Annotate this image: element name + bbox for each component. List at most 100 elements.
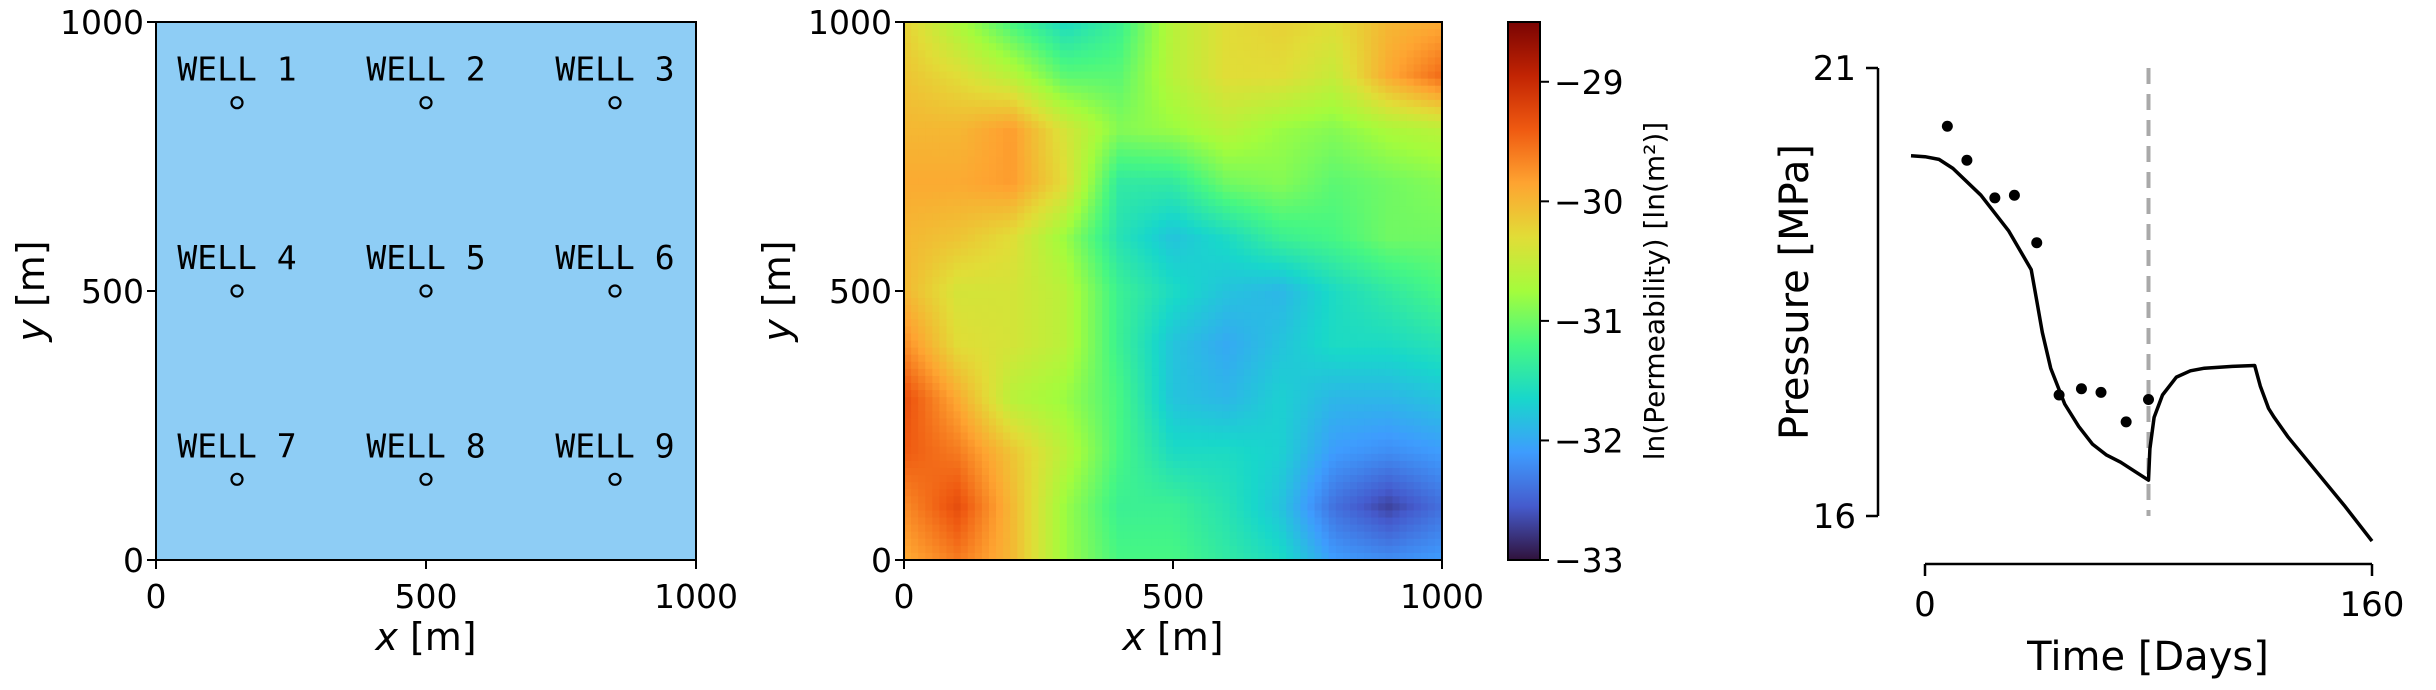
heatmap-cell: [1279, 50, 1287, 58]
heatmap-cell: [981, 71, 990, 80]
heatmap-cell: [1420, 319, 1429, 327]
heatmap-cell: [1045, 276, 1054, 285]
heatmap-cell: [1293, 375, 1302, 384]
heatmap-cell: [1243, 198, 1252, 207]
heatmap-cell: [953, 425, 962, 434]
heatmap-cell: [1328, 432, 1337, 441]
heatmap-cell: [1173, 114, 1181, 122]
heatmap-cell: [904, 305, 912, 313]
heatmap-cell: [1052, 50, 1061, 58]
heatmap-cell: [967, 283, 976, 292]
heatmap-cell: [939, 92, 948, 101]
heatmap-cell: [1066, 149, 1075, 158]
heatmap-cell: [1250, 475, 1259, 483]
heatmap-cell: [1180, 85, 1188, 94]
heatmap-cell: [974, 99, 983, 108]
heatmap-cell: [1364, 397, 1372, 405]
heatmap-cell: [1392, 262, 1401, 271]
heatmap-cell: [967, 368, 976, 377]
heatmap-cell: [1357, 106, 1365, 115]
heatmap-cell: [1144, 312, 1153, 320]
heatmap-cell: [1017, 106, 1025, 115]
heatmap-cell: [1158, 312, 1167, 320]
heatmap-cell: [911, 354, 919, 363]
heatmap-cell: [1342, 198, 1351, 207]
heatmap-cell: [967, 298, 976, 306]
heatmap-cell: [960, 85, 969, 94]
heatmap-cell: [1173, 333, 1181, 342]
heatmap-cell: [1335, 425, 1344, 434]
heatmap-cell: [1364, 114, 1372, 122]
heatmap-cell: [1328, 106, 1337, 115]
heatmap-cell: [1307, 170, 1316, 179]
heatmap-cell: [1059, 29, 1068, 37]
heatmap-cell: [1286, 418, 1294, 427]
heatmap-cell: [1137, 326, 1146, 335]
heatmap-cell: [960, 36, 969, 44]
heatmap-cell: [1222, 475, 1231, 483]
heatmap-cell: [1024, 439, 1033, 448]
heatmap-cell: [1243, 291, 1252, 299]
heatmap-cell: [1173, 43, 1181, 51]
heatmap-cell: [1300, 57, 1309, 66]
heatmap-cell: [1420, 326, 1429, 335]
heatmap-cell: [1187, 64, 1195, 73]
heatmap-cell: [1194, 333, 1202, 342]
heatmap-cell: [1364, 234, 1372, 243]
heatmap-cell: [1123, 446, 1132, 455]
heatmap-cell: [1265, 397, 1273, 405]
heatmap-cell: [1307, 390, 1316, 398]
heatmap-cell: [1357, 340, 1365, 349]
heatmap-cell: [1257, 453, 1266, 462]
heatmap-cell: [1406, 184, 1415, 193]
heatmap-cell: [1328, 71, 1337, 80]
heatmap-cell: [1194, 234, 1202, 243]
heatmap-cell: [1151, 326, 1160, 335]
heatmap-cell: [918, 354, 926, 363]
heatmap-cell: [1434, 446, 1443, 455]
heatmap-cell: [1413, 375, 1422, 384]
heatmap-cell: [988, 22, 997, 30]
heatmap-cell: [1180, 22, 1188, 30]
heatmap-cell: [1385, 36, 1394, 44]
heatmap-cell: [1208, 404, 1217, 412]
heatmap-cell: [1378, 135, 1386, 143]
heatmap-cell: [974, 50, 983, 58]
heatmap-cell: [939, 361, 948, 370]
heatmap-cell: [1293, 305, 1302, 313]
heatmap-cell: [1399, 460, 1408, 469]
heatmap-cell: [1066, 283, 1075, 292]
heatmap-cell: [1116, 114, 1125, 122]
heatmap-cell: [1095, 305, 1103, 313]
heatmap-cell: [1201, 36, 1209, 44]
heatmap-cell: [1165, 156, 1174, 165]
heatmap-cell: [1335, 298, 1344, 306]
heatmap-cell: [1229, 198, 1238, 207]
heatmap-cell: [1392, 135, 1401, 143]
heatmap-cell: [1236, 262, 1245, 271]
heatmap-cell: [1399, 198, 1408, 207]
heatmap-cell: [1109, 439, 1117, 448]
heatmap-cell: [1187, 453, 1195, 462]
heatmap-cell: [1349, 241, 1358, 250]
heatmap-cell: [981, 57, 990, 66]
heatmap-cell: [1265, 114, 1273, 122]
heatmap-cell: [1158, 255, 1167, 264]
heatmap-cell: [1208, 64, 1217, 73]
heatmap-cell: [1392, 326, 1401, 335]
heatmap-cell: [911, 326, 919, 335]
heatmap-cell: [1130, 142, 1139, 151]
heatmap-cell: [1357, 135, 1365, 143]
heatmap-cell: [1052, 234, 1061, 243]
heatmap-cell: [988, 177, 997, 186]
heatmap-cell: [925, 36, 933, 44]
heatmap-cell: [1194, 340, 1202, 349]
heatmap-cell: [1024, 397, 1033, 405]
heatmap-cell: [1427, 255, 1436, 264]
heatmap-cell: [925, 425, 933, 434]
heatmap-cell: [911, 467, 919, 476]
heatmap-cell: [1328, 85, 1337, 94]
heatmap-cell: [1307, 177, 1316, 186]
heatmap-cell: [1222, 248, 1231, 257]
heatmap-cell: [1137, 213, 1146, 221]
